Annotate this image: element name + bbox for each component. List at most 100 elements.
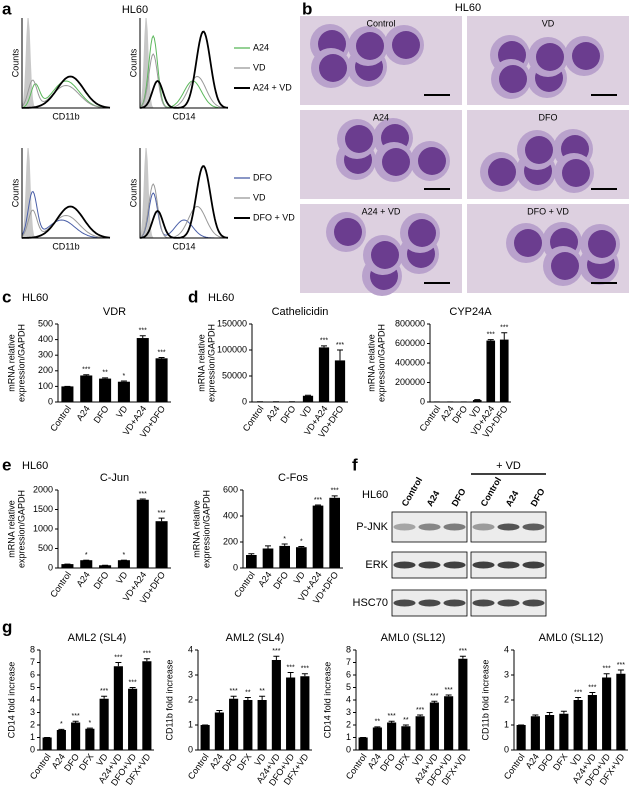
nucleus: [392, 31, 420, 59]
y-axis-label: CD14 fold increase: [322, 662, 332, 739]
bar: [472, 400, 482, 402]
bar: [262, 548, 274, 568]
chart-title: AML0 (SL12): [381, 632, 446, 644]
histogram-curve: [139, 30, 229, 109]
bar: [243, 700, 253, 750]
error-bar: [158, 517, 165, 522]
lane-label: Control: [479, 475, 504, 508]
x-tick-label: DFO: [271, 570, 290, 591]
error-bar: [120, 380, 127, 382]
blot-band: [443, 523, 466, 531]
significance: *: [85, 552, 88, 559]
x-tick-label: DFX: [393, 752, 412, 772]
panel-title: HL60: [208, 292, 234, 304]
panel-letter: f: [352, 455, 358, 474]
bar: [142, 661, 152, 750]
blot-band: [393, 561, 416, 569]
error-bar: [337, 349, 343, 361]
y-axis-label: expression/GAPDH: [206, 324, 216, 402]
blot-band: [522, 561, 545, 569]
x-tick-label: DFX: [235, 752, 254, 772]
y-tick-label: 0: [346, 744, 351, 754]
bar: [302, 395, 314, 402]
y-tick-label: 600: [223, 484, 238, 494]
error-bar: [143, 658, 150, 662]
bar: [334, 360, 346, 402]
axis-label: CD14: [172, 111, 195, 121]
error-bar: [86, 727, 93, 729]
error-bar: [575, 697, 582, 700]
blot-band: [393, 523, 416, 531]
significance: **: [259, 688, 265, 695]
x-tick-label: DFO: [220, 752, 239, 773]
y-tick-label: 100000: [217, 344, 247, 354]
significance: *: [300, 538, 303, 545]
blot-band: [522, 599, 545, 607]
y-tick-label: 4: [504, 644, 509, 654]
panel-letter: b: [302, 0, 312, 18]
error-bar: [265, 545, 271, 549]
y-tick-label: 0: [48, 396, 53, 406]
y-axis-label: CD11b fold increase: [164, 660, 174, 741]
significance: ***: [129, 679, 137, 686]
significance: **: [375, 719, 381, 726]
bar: [602, 677, 612, 750]
y-tick-label: 0: [420, 396, 425, 406]
nucleus: [499, 65, 527, 93]
bar: [300, 676, 310, 750]
bar: [257, 700, 267, 750]
y-tick-label: 200000: [395, 377, 425, 387]
x-tick-label: Control: [344, 752, 369, 782]
bar: [85, 728, 95, 750]
significance: ***: [487, 331, 495, 338]
y-tick-label: 6: [346, 669, 351, 679]
nucleus: [382, 148, 410, 176]
significance: ***: [314, 497, 322, 504]
image-label: VD: [542, 18, 555, 28]
blot-band: [443, 561, 466, 569]
significance: ***: [100, 688, 108, 695]
significance: *: [123, 552, 126, 559]
x-tick-label: Control: [232, 570, 257, 600]
x-tick-label: DFO: [92, 570, 111, 591]
chart-title: CYP24A: [449, 306, 492, 318]
error-bar: [281, 543, 288, 546]
axis: [21, 18, 110, 109]
bar: [616, 673, 626, 750]
isotype-peak: [22, 18, 110, 108]
image-label: A24 + VD: [362, 206, 401, 216]
bar: [587, 695, 597, 750]
significance: *: [60, 721, 63, 728]
nucleus: [551, 252, 579, 280]
error-bar: [58, 728, 65, 730]
significance: ***: [617, 662, 625, 669]
significance: ***: [139, 328, 147, 335]
nucleus: [514, 229, 542, 257]
y-tick-label: 4: [346, 694, 351, 704]
y-tick-label: 400000: [395, 357, 425, 367]
histogram-curve: [21, 75, 111, 109]
error-bar: [72, 720, 79, 723]
histogram-curve: [139, 34, 228, 109]
axis-label: CD14: [172, 241, 195, 251]
x-tick-label: DFO: [536, 752, 555, 773]
significance: ***: [157, 510, 165, 517]
error-bar: [431, 700, 438, 703]
significance: ***: [287, 664, 295, 671]
significance: ***: [574, 689, 582, 696]
nucleus: [408, 219, 436, 247]
error-bar: [331, 495, 338, 498]
blot-band: [418, 523, 441, 531]
significance: ***: [603, 666, 611, 673]
bar: [329, 497, 340, 568]
y-tick-label: 4: [30, 694, 35, 704]
bar: [312, 505, 324, 568]
panel-title: HL60: [122, 4, 148, 16]
panel-letter: e: [2, 455, 11, 474]
bar: [458, 658, 468, 750]
significance: ***: [72, 713, 80, 720]
error-bar: [101, 695, 108, 699]
y-axis-label: mRNA relative: [366, 334, 376, 392]
y-tick-label: 0: [30, 744, 35, 754]
